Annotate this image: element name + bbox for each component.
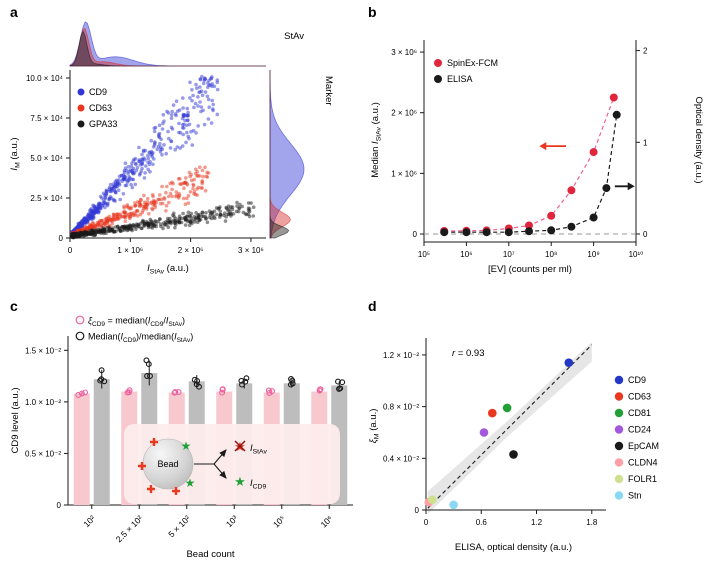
svg-text:IStAv: IStAv bbox=[250, 443, 267, 456]
svg-text:10⁶: 10⁶ bbox=[460, 250, 472, 259]
svg-text:0: 0 bbox=[59, 234, 64, 243]
svg-text:0: 0 bbox=[415, 506, 420, 515]
svg-text:FOLR1: FOLR1 bbox=[628, 474, 657, 484]
svg-text:CD63: CD63 bbox=[628, 392, 651, 402]
svg-text:0.8 × 10⁻²: 0.8 × 10⁻² bbox=[383, 403, 419, 412]
svg-text:2: 2 bbox=[643, 47, 648, 56]
panel-d-chart: 0 0.6 1.2 1.8 0 0.4 × 10⁻² 0.8 × 10⁻² 1.2 × 10⁻… bbox=[368, 338, 659, 553]
svg-text:★: ★ bbox=[181, 439, 192, 453]
svg-text:GPA33: GPA33 bbox=[89, 119, 117, 129]
svg-text:2 × 10⁶: 2 × 10⁶ bbox=[178, 246, 204, 255]
panel-d: d 0 0.6 1.2 1.8 0 0.4 × 10⁻² 0.8 × 10⁻² 1.2 × 1… bbox=[366, 298, 714, 574]
svg-text:10²: 10² bbox=[81, 513, 97, 529]
svg-text:10⁵: 10⁵ bbox=[271, 513, 287, 529]
svg-text:1 × 10⁶: 1 × 10⁶ bbox=[391, 169, 417, 178]
svg-text:3 × 10⁶: 3 × 10⁶ bbox=[238, 246, 264, 255]
svg-text:10⁵: 10⁵ bbox=[418, 250, 430, 259]
svg-text:CD24: CD24 bbox=[628, 425, 651, 435]
panel-a-chart: 0 1 × 10⁶ 2 × 10⁶ 3 × 10⁶ 0 2.5 × 10⁴ 5.0 × 10… bbox=[9, 21, 334, 276]
svg-text:Median IStAv (a.u.): Median IStAv (a.u.) bbox=[370, 102, 383, 178]
svg-text:10.0 × 10⁴: 10.0 × 10⁴ bbox=[26, 74, 64, 83]
svg-text:CD9: CD9 bbox=[628, 375, 646, 385]
svg-text:0: 0 bbox=[424, 518, 429, 527]
svg-text:10⁸: 10⁸ bbox=[545, 250, 557, 259]
svg-text:1.8: 1.8 bbox=[586, 518, 598, 527]
svg-text:Marker: Marker bbox=[323, 76, 334, 106]
svg-text:CLDN4: CLDN4 bbox=[628, 458, 658, 468]
svg-text:1 × 10⁶: 1 × 10⁶ bbox=[117, 246, 143, 255]
svg-text:Bead: Bead bbox=[157, 459, 178, 469]
svg-text:1.0 × 10⁻²: 1.0 × 10⁻² bbox=[25, 398, 61, 407]
svg-text:5 × 10²: 5 × 10² bbox=[166, 513, 192, 539]
panel-letter-c: c bbox=[10, 298, 18, 314]
svg-text:10¹⁰: 10¹⁰ bbox=[629, 250, 644, 259]
svg-text:[EV] (counts per ml): [EV] (counts per ml) bbox=[488, 264, 572, 275]
svg-text:1: 1 bbox=[643, 138, 648, 147]
svg-text:10⁷: 10⁷ bbox=[503, 250, 515, 259]
svg-text:Bead count: Bead count bbox=[186, 549, 234, 560]
svg-text:ξCD9 = median(ICD9/IStAv): ξCD9 = median(ICD9/IStAv) bbox=[88, 316, 185, 329]
svg-text:CD81: CD81 bbox=[628, 408, 651, 418]
svg-text:0: 0 bbox=[413, 230, 418, 239]
svg-text:ELISA, optical density (a.u.): ELISA, optical density (a.u.) bbox=[455, 542, 572, 553]
panel-letter-b: b bbox=[368, 4, 377, 20]
svg-text:1.2 × 10⁻²: 1.2 × 10⁻² bbox=[383, 351, 419, 360]
svg-text:EpCAM: EpCAM bbox=[628, 441, 659, 451]
svg-text:2.5 × 10²: 2.5 × 10² bbox=[114, 513, 145, 544]
svg-text:0.4 × 10⁻²: 0.4 × 10⁻² bbox=[383, 454, 419, 463]
panel-c-chart: 0 0.5 × 10⁻² 1.0 × 10⁻² 1.5 × 10⁻² 10² 2.5 × … bbox=[10, 316, 353, 560]
svg-text:10⁹: 10⁹ bbox=[587, 250, 599, 259]
panel-letter-d: d bbox=[368, 298, 377, 314]
svg-text:2 × 10⁶: 2 × 10⁶ bbox=[391, 109, 417, 118]
svg-text:CD9 level (a.u.): CD9 level (a.u.) bbox=[10, 388, 21, 454]
svg-text:10⁶: 10⁶ bbox=[318, 513, 334, 529]
svg-text:7.5 × 10⁴: 7.5 × 10⁴ bbox=[30, 114, 63, 123]
svg-text:0: 0 bbox=[643, 230, 648, 239]
svg-text:Median(ICD9)/median(IStAv): Median(ICD9)/median(IStAv) bbox=[88, 332, 193, 345]
svg-text:ELISA: ELISA bbox=[447, 74, 473, 84]
svg-text:★: ★ bbox=[234, 474, 246, 489]
svg-text:Stn: Stn bbox=[628, 491, 642, 501]
svg-text:SpinEx-FCM: SpinEx-FCM bbox=[447, 58, 498, 68]
svg-text:0: 0 bbox=[68, 246, 73, 255]
svg-text:StAv: StAv bbox=[284, 31, 304, 42]
svg-text:r = 0.93: r = 0.93 bbox=[452, 348, 485, 359]
svg-text:0: 0 bbox=[57, 501, 62, 510]
svg-text:IM (a.u.): IM (a.u.) bbox=[9, 137, 22, 170]
svg-text:Optical density (a.u.): Optical density (a.u.) bbox=[693, 96, 704, 183]
svg-text:ICD9: ICD9 bbox=[250, 478, 266, 491]
svg-text:0.5 × 10⁻²: 0.5 × 10⁻² bbox=[25, 449, 61, 458]
svg-text:1.2: 1.2 bbox=[531, 518, 543, 527]
panel-c: c 0 0.5 × 10⁻² 1.0 × 10⁻² 1.5 × 10⁻² 10² 2.5 … bbox=[8, 298, 364, 574]
svg-text:★: ★ bbox=[185, 476, 196, 490]
svg-text:10³: 10³ bbox=[224, 513, 240, 529]
svg-text:5.0 × 10⁴: 5.0 × 10⁴ bbox=[30, 154, 63, 163]
svg-text:CD63: CD63 bbox=[89, 103, 112, 113]
panel-b-chart: 10⁵ 10⁶ 10⁷ 10⁸ 10⁹ 10¹⁰ 0 1 × 10⁶ 2 × 10⁶ 3 × 10… bbox=[370, 40, 704, 275]
svg-text:ξM (a.u.): ξM (a.u.) bbox=[368, 409, 381, 444]
panel-b: b 10⁵ 10⁶ 10⁷ 10⁸ 10⁹ 10¹⁰ 0 1 × 10⁶ 2 × 10⁶ 3 × … bbox=[366, 4, 714, 298]
svg-text:3 × 10⁶: 3 × 10⁶ bbox=[391, 48, 417, 57]
svg-text:0.6: 0.6 bbox=[476, 518, 488, 527]
svg-text:1.5 × 10⁻²: 1.5 × 10⁻² bbox=[25, 346, 61, 355]
svg-text:CD9: CD9 bbox=[89, 87, 107, 97]
svg-text:2.5 × 10⁴: 2.5 × 10⁴ bbox=[30, 194, 63, 203]
svg-text:IStAv (a.u.): IStAv (a.u.) bbox=[147, 263, 189, 276]
panel-a: a 0 1 × 10⁶ 2 × 10⁶ 3 × 10⁶ 0 2.5 × 10⁴ 5.0 × … bbox=[8, 4, 344, 298]
panel-letter-a: a bbox=[10, 4, 18, 20]
